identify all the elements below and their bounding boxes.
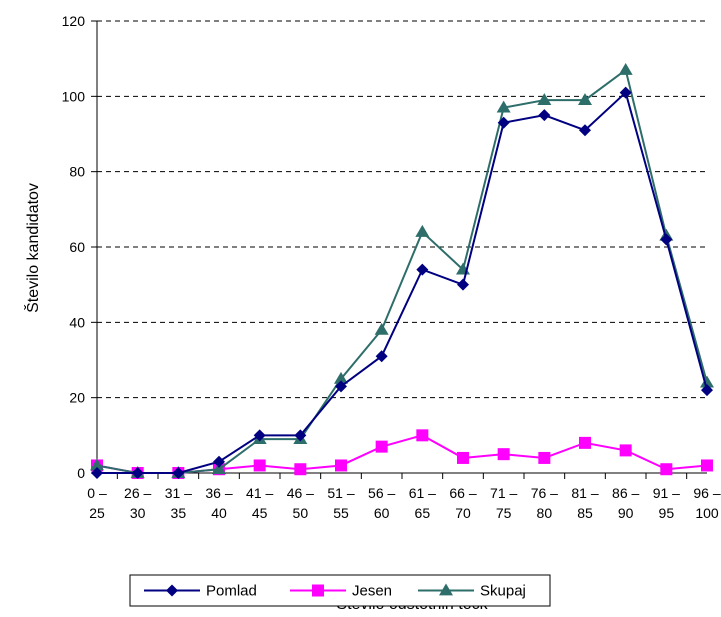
legend: Pomlad Jesen Skupaj — [129, 574, 551, 607]
legend-label: Pomlad — [206, 583, 257, 600]
data-point — [91, 467, 103, 479]
data-point — [496, 100, 511, 113]
x-tick-label: 55 — [333, 505, 349, 521]
x-tick-label: 30 — [130, 505, 146, 521]
x-tick-label: 70 — [455, 505, 471, 521]
data-point — [253, 429, 266, 442]
y-axis-label: Število kandidatov — [23, 183, 42, 313]
x-tick-label: 0 – — [87, 485, 107, 501]
y-tick-labels: 0 20 40 60 80 100 120 — [62, 13, 86, 481]
y-tick-label: 40 — [69, 314, 85, 330]
data-point — [537, 93, 552, 105]
data-point — [334, 371, 348, 384]
data-point — [416, 263, 429, 276]
legend-label: Jesen — [352, 583, 392, 600]
x-tick-label: 85 — [577, 505, 593, 521]
data-point — [700, 375, 714, 388]
x-tick-label: 40 — [211, 505, 227, 521]
x-tick-label: 91 – — [653, 485, 680, 501]
data-point — [619, 444, 632, 457]
y-tick-label: 60 — [69, 239, 85, 255]
legend-marker — [166, 584, 178, 597]
y-tick-label: 120 — [62, 13, 86, 29]
x-tick-label: 65 — [415, 505, 431, 521]
series-line — [96, 434, 708, 474]
data-point — [579, 124, 591, 137]
x-tick-label: 61 – — [409, 485, 436, 501]
data-point — [335, 459, 347, 472]
x-tick-label: 86 – — [612, 485, 639, 501]
y-tick-label: 20 — [69, 390, 85, 406]
data-point — [335, 380, 347, 393]
data-point — [253, 459, 266, 472]
legend-item-pomlad: Pomlad — [144, 583, 257, 600]
data-point — [374, 322, 389, 335]
data-point — [457, 451, 469, 464]
x-tick-label: 96 – — [693, 485, 720, 501]
y-tick-label: 100 — [62, 88, 86, 104]
data-point — [294, 463, 307, 476]
data-point — [618, 62, 633, 75]
data-point — [375, 350, 388, 363]
data-point — [457, 278, 469, 291]
x-tick-label: 31 – — [165, 485, 192, 501]
x-tick-label: 51 – — [327, 485, 354, 501]
legend-marker — [312, 584, 324, 597]
data-point — [701, 459, 713, 472]
data-point — [497, 116, 510, 129]
data-point — [375, 440, 388, 453]
x-tick-label: 26 – — [124, 485, 151, 501]
series-group — [90, 62, 714, 479]
x-tick-label: 50 — [293, 505, 309, 521]
data-point — [212, 462, 226, 475]
x-tick-label: 25 — [89, 505, 105, 521]
x-tick-label: 41 – — [246, 485, 273, 501]
series-pomlad — [91, 86, 713, 479]
x-tick-label: 100 — [695, 505, 719, 521]
x-tick-label: 45 — [252, 505, 268, 521]
x-tick-label: 71 – — [490, 485, 517, 501]
data-point — [701, 384, 713, 397]
data-point — [538, 451, 551, 464]
data-point — [538, 109, 551, 122]
data-point — [579, 436, 591, 449]
x-tick-label: 60 — [374, 505, 390, 521]
x-tick-label: 90 — [618, 505, 634, 521]
x-tick-label: 46 – — [287, 485, 314, 501]
data-point — [660, 463, 673, 476]
series-line — [96, 68, 708, 474]
legend-item-jesen: Jesen — [290, 583, 392, 600]
data-point — [416, 429, 429, 442]
legend-marker — [439, 583, 453, 596]
data-point — [90, 458, 104, 471]
y-tick-label: 0 — [77, 465, 85, 481]
legend-label: Skupaj — [480, 583, 526, 600]
axes — [91, 20, 707, 479]
data-point — [497, 448, 510, 461]
data-point — [131, 467, 144, 479]
x-tick-label: 75 — [496, 505, 512, 521]
series-line — [97, 90, 708, 474]
data-point — [619, 86, 632, 99]
x-tick-label: 80 — [537, 505, 553, 521]
x-tick-label: 76 – — [531, 485, 558, 501]
x-tick-label: 36 – — [205, 485, 232, 501]
grid-lines — [97, 20, 707, 399]
x-tick-label: 56 – — [368, 485, 395, 501]
data-point — [660, 233, 673, 246]
series-skupaj — [90, 62, 714, 478]
x-tick-label: 66 – — [449, 485, 476, 501]
data-point — [172, 467, 185, 479]
y-tick-label: 80 — [69, 164, 85, 180]
data-point — [294, 429, 307, 442]
data-point — [415, 224, 430, 237]
legend-item-skupaj: Skupaj — [418, 583, 526, 600]
data-point — [213, 455, 225, 468]
x-tick-label: 95 — [659, 505, 675, 521]
x-tick-label: 35 — [171, 505, 187, 521]
data-point — [578, 93, 592, 105]
x-tick-labels: 0 – 25 26 – 30 31 – 35 36 – 40 41 – 45 46 – 50 51 – 5… — [87, 485, 721, 521]
x-tick-label: 81 – — [571, 485, 598, 501]
